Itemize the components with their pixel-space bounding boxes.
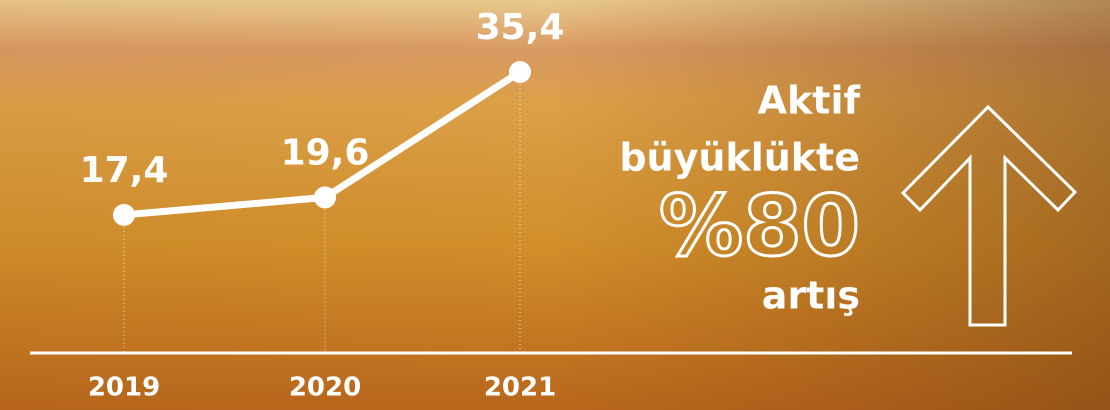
value-label: 35,4	[476, 7, 565, 48]
background-shade	[0, 0, 1110, 410]
infographic: 17,4 2019 19,6 2020 35,4 2021 Aktif büyüklükt…	[0, 0, 1110, 410]
x-tick-label: 2020	[289, 373, 361, 403]
value-label: 17,4	[80, 150, 169, 191]
point	[509, 61, 531, 83]
point	[314, 186, 336, 208]
x-tick-label: 2021	[484, 373, 556, 403]
callout-line: artış	[762, 274, 860, 318]
callout-figure: %80	[659, 177, 860, 275]
x-tick-label: 2019	[88, 373, 160, 403]
point	[113, 204, 135, 226]
value-label: 19,6	[281, 132, 370, 173]
callout-line: büyüklükte	[619, 136, 860, 180]
callout-line: Aktif	[758, 79, 861, 123]
